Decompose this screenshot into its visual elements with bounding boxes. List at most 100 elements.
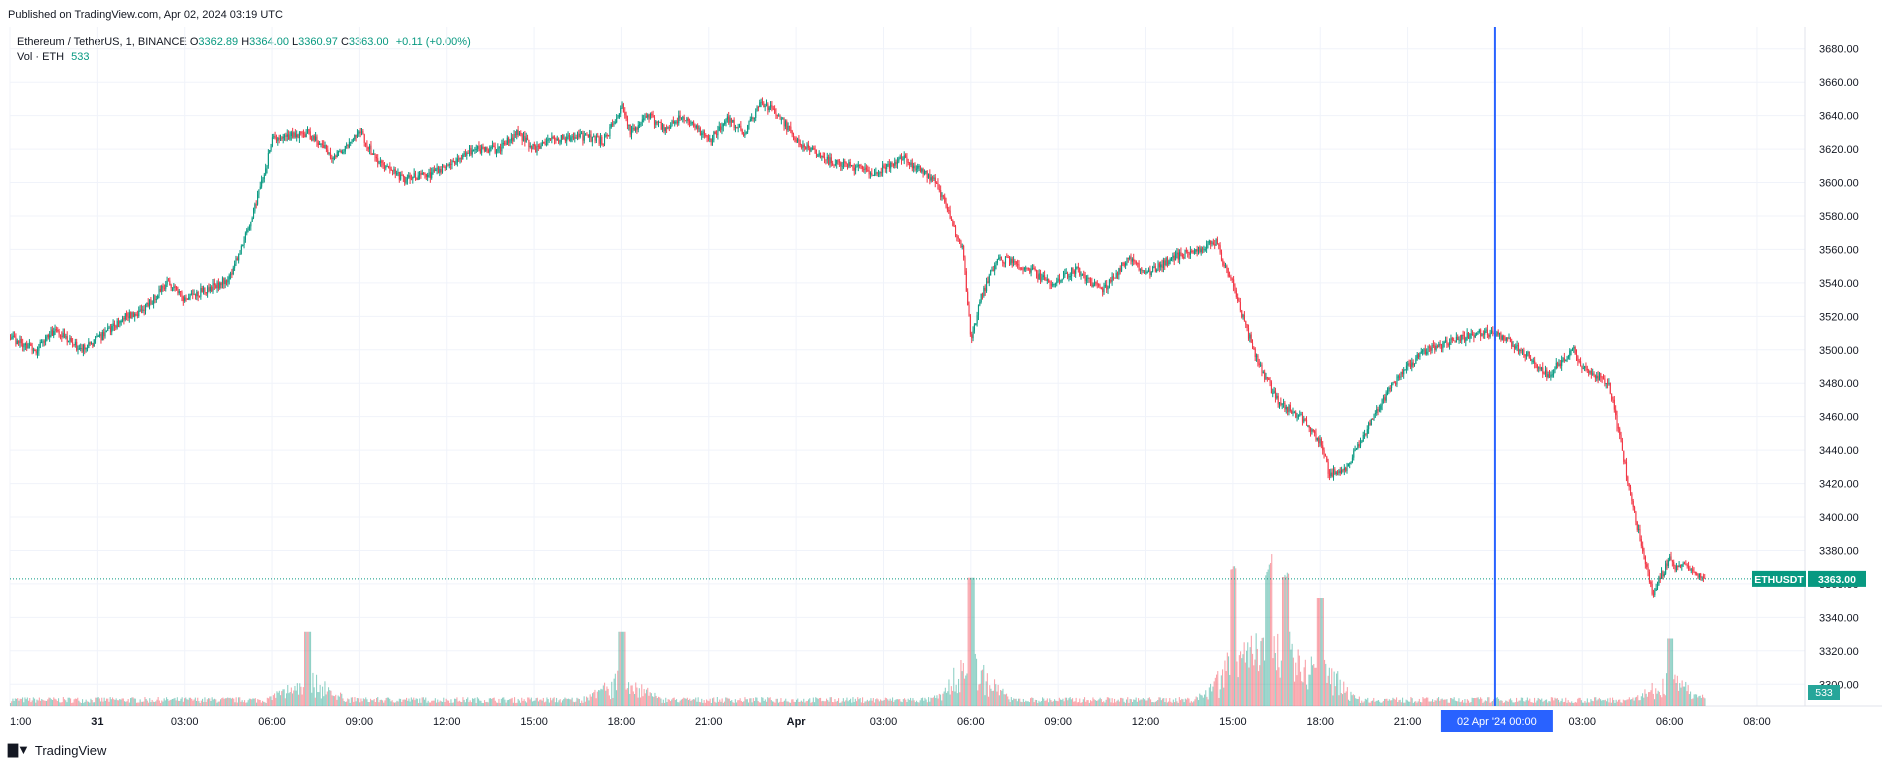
volume-bar [739, 698, 741, 706]
candle-body [559, 142, 561, 144]
volume-bar [1526, 697, 1528, 706]
volume-bar [684, 698, 686, 706]
candle-body [714, 131, 716, 134]
candle-body [1349, 462, 1351, 464]
volume-bar [1571, 701, 1573, 706]
volume-bar [109, 697, 111, 706]
volume-bar [128, 702, 130, 706]
volume-bar [1063, 701, 1065, 706]
volume-bar [1087, 700, 1089, 706]
candle-body [359, 131, 361, 133]
volume-bar [158, 700, 160, 706]
volume-bar [1660, 695, 1662, 706]
volume-bar [1297, 649, 1299, 706]
candle-body [1193, 251, 1196, 253]
candle-body [728, 116, 730, 123]
legend-symbol[interactable]: Ethereum / TetherUS, 1, BINANCE [17, 36, 187, 48]
volume-bar [233, 698, 235, 706]
volume-bar [58, 698, 60, 706]
volume-bar [1057, 701, 1059, 706]
volume-bar [182, 701, 184, 706]
volume-bar [1657, 690, 1659, 706]
volume-bar [569, 699, 571, 706]
volume-bar [638, 688, 640, 706]
volume-bar [886, 698, 888, 706]
volume-bar [482, 702, 484, 706]
volume-bar [1319, 598, 1321, 706]
volume-bar [374, 701, 376, 706]
volume-bar [382, 700, 384, 706]
candle-body [269, 150, 271, 154]
candle-body [165, 284, 167, 289]
volume-bar [605, 690, 607, 706]
volume-bar [1186, 699, 1188, 706]
volume-bar [755, 697, 757, 706]
volume-bar [1140, 699, 1142, 706]
volume-bar [499, 702, 501, 706]
candle-body [1355, 448, 1358, 450]
candle-body [34, 350, 36, 352]
volume-bar [689, 698, 691, 706]
volume-bar [1099, 697, 1101, 706]
volume-bar [271, 700, 273, 706]
volume-bar [796, 699, 798, 706]
candle-body [1090, 278, 1092, 283]
volume-bar [56, 701, 58, 706]
volume-bar [900, 701, 902, 706]
volume-bar [709, 698, 711, 706]
volume-bar [235, 697, 237, 706]
volume-bar [779, 701, 781, 706]
volume-bar [1446, 699, 1448, 706]
volume-bar [676, 699, 678, 706]
time-tick-label: 12:00 [433, 716, 461, 728]
volume-bar [1123, 701, 1125, 706]
candle-body [73, 344, 75, 346]
volume-bar [647, 687, 649, 706]
volume-bar [92, 702, 94, 706]
candle-body [145, 304, 147, 311]
volume-bar [1456, 701, 1458, 706]
candle-body [126, 313, 128, 317]
volume-bar [209, 698, 211, 706]
candle-body [901, 156, 903, 161]
candle-body [398, 172, 400, 180]
candle-body [512, 137, 514, 141]
volume-bar [650, 693, 652, 706]
volume-bar [1368, 702, 1370, 706]
time-tick-label: 18:00 [608, 716, 636, 728]
price-tick-label: 3440.00 [1819, 445, 1859, 457]
volume-bar [1582, 702, 1584, 706]
candle-body [1419, 352, 1421, 358]
volume-bar [665, 697, 667, 706]
candle-body [857, 165, 859, 167]
volume-bar [725, 697, 727, 706]
time-tick-label: 15:00 [1219, 716, 1247, 728]
volume-bar [1487, 697, 1489, 706]
candle-body [1102, 288, 1104, 293]
candle-body [1415, 358, 1417, 364]
volume-bar [764, 699, 766, 706]
candle-body [1436, 345, 1439, 348]
candle-body [532, 143, 534, 150]
candle-body [822, 156, 824, 158]
candle-body [1297, 415, 1299, 417]
volume-bar [26, 697, 28, 706]
price-chart[interactable]: 3300.003320.003340.003360.003380.003400.… [0, 0, 1882, 740]
volume-bar [625, 689, 627, 706]
legend-volume-label[interactable]: Vol · ETH [17, 51, 65, 63]
candle-body [1369, 422, 1371, 426]
candle-body [921, 168, 923, 172]
candle-body [676, 121, 678, 124]
candle-body [610, 123, 612, 128]
candle-body [705, 135, 707, 137]
candle-body [1675, 565, 1677, 571]
volume-bar [144, 697, 146, 706]
candle-body [1110, 279, 1112, 282]
candle-body [544, 143, 546, 145]
candle-body [1682, 563, 1684, 565]
candle-body [1094, 281, 1096, 285]
candle-body [620, 108, 622, 114]
volume-bar [1693, 694, 1695, 706]
volume-bar [602, 685, 604, 706]
volume-bar [1021, 702, 1023, 706]
